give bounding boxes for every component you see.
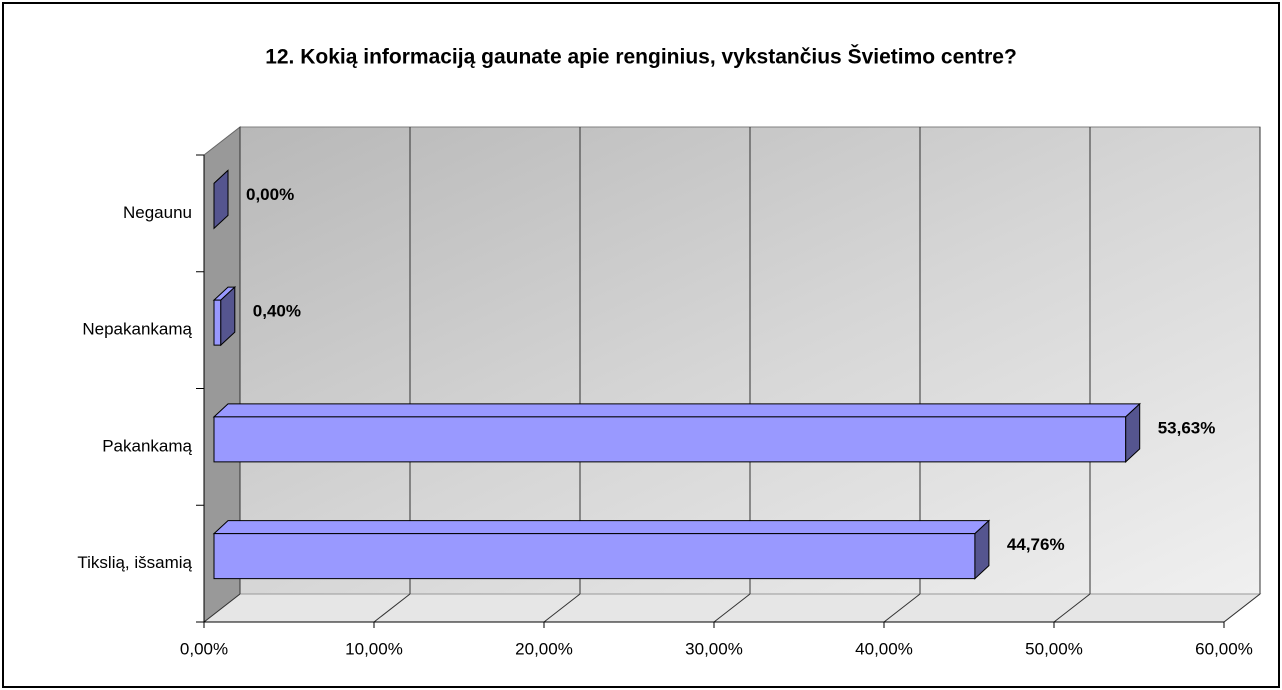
x-tick-label: 10,00% (345, 639, 403, 658)
y-tick-label: Tikslią, išsamią (77, 553, 192, 572)
floor-grid-line (543, 593, 581, 623)
floor-grid-line (1223, 593, 1261, 623)
bar (213, 416, 1127, 463)
value-label: 53,63% (1158, 418, 1216, 437)
bar (213, 533, 976, 580)
floor-grid-line (883, 593, 921, 623)
y-tick-label: Pakankamą (102, 436, 192, 455)
x-tick-label: 20,00% (515, 639, 573, 658)
floor-grid-line (1053, 593, 1091, 623)
bar-side (974, 519, 990, 580)
bar-top (212, 403, 1141, 418)
floor-grid-line (373, 593, 411, 623)
bar-side (213, 169, 229, 230)
chart-title: 12. Kokią informaciją gaunate apie rengi… (265, 45, 1017, 69)
y-tick-label: Nepakankamą (82, 320, 192, 339)
x-tick-label: 50,00% (1025, 639, 1083, 658)
value-label: 44,76% (1007, 535, 1065, 554)
bar-top (212, 520, 991, 535)
x-tick-label: 30,00% (685, 639, 743, 658)
x-tick-label: 60,00% (1195, 639, 1253, 658)
x-tick-label: 0,00% (180, 639, 228, 658)
floor-grid-line (713, 593, 751, 623)
floor-grid-line (203, 593, 241, 623)
bar (213, 299, 222, 346)
x-tick-label: 40,00% (855, 639, 913, 658)
bar-side (220, 285, 236, 347)
value-label: 0,00% (246, 185, 294, 204)
y-tick-label: Negaunu (123, 203, 192, 222)
value-label: 0,40% (253, 302, 301, 321)
bar-side (1125, 402, 1141, 464)
